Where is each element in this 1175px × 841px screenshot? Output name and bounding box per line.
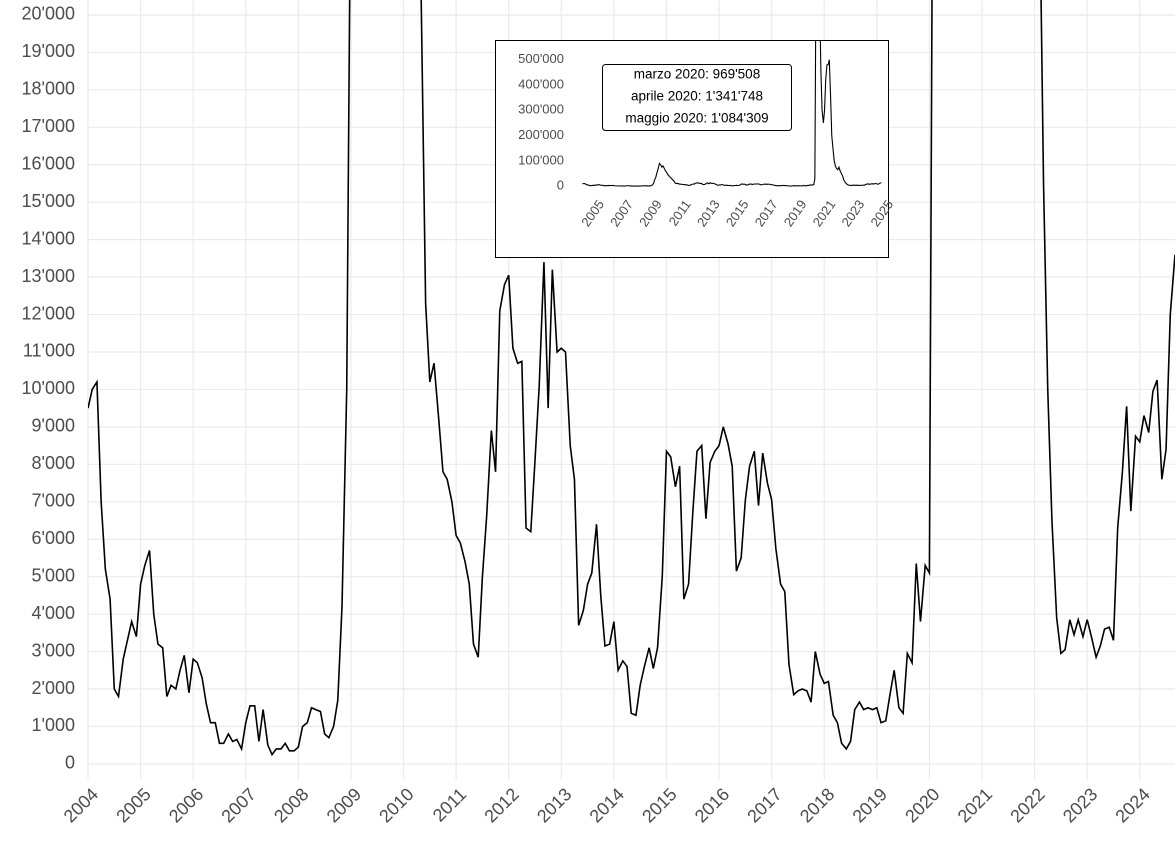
x-tick-label: 2007: [217, 784, 259, 826]
y-tick-label: 0: [557, 178, 564, 193]
x-tick-label: 2005: [112, 784, 154, 826]
x-tick-label: 2017: [743, 784, 785, 826]
x-tick-label: 2020: [901, 784, 943, 826]
annotation: aprile 2020: 1'341'748: [631, 89, 763, 104]
y-tick-label: 300'000: [518, 102, 564, 117]
y-tick-label: 12'000: [22, 303, 76, 323]
x-tick-label: 2023: [1059, 784, 1101, 826]
annotation: maggio 2020: 1'084'309: [625, 111, 768, 126]
y-tick-label: 13'000: [22, 266, 76, 286]
x-tick-label: 2013: [533, 784, 575, 826]
x-tick-label: 2012: [480, 784, 522, 826]
y-tick-label: 3'000: [32, 640, 75, 660]
y-tick-label: 16'000: [22, 154, 76, 174]
y-tick-label: 8'000: [32, 453, 75, 473]
y-tick-label: 19'000: [22, 41, 76, 61]
annotation-box: [602, 64, 792, 131]
y-tick-label: 9'000: [32, 416, 75, 436]
y-tick-label: 7'000: [32, 491, 75, 511]
x-tick-label: 2006: [165, 784, 207, 826]
y-tick-label: 20'000: [22, 4, 76, 24]
y-tick-label: 5'000: [32, 565, 75, 585]
x-tick-label: 2024: [1111, 784, 1153, 826]
y-tick-label: 1'000: [32, 715, 75, 735]
x-tick-label: 2008: [270, 784, 312, 826]
x-tick-label: 2018: [796, 784, 838, 826]
series-line: [88, 0, 1175, 757]
y-tick-label: 15'000: [22, 191, 76, 211]
x-tick-label: 2015: [638, 784, 680, 826]
annotation: marzo 2020: 969'508: [634, 67, 760, 82]
x-tick-label: 2011: [429, 784, 471, 826]
y-tick-label: 500'000: [518, 51, 564, 66]
x-tick-label: 2016: [691, 784, 733, 826]
x-tick-label: 2019: [849, 784, 891, 826]
y-tick-label: 17'000: [22, 116, 76, 136]
y-tick-label: 18'000: [22, 79, 76, 99]
x-tick-label: 2009: [323, 784, 365, 826]
y-tick-label: 10'000: [22, 378, 76, 398]
y-tick-label: 4'000: [32, 603, 75, 623]
x-tick-label: 2014: [586, 784, 628, 826]
x-tick-label: 2022: [1006, 784, 1048, 826]
y-tick-label: 400'000: [518, 76, 564, 91]
x-tick-label: 2021: [954, 784, 996, 826]
y-tick-label: 200'000: [518, 127, 564, 142]
y-tick-label: 100'000: [518, 152, 564, 167]
x-tick-label: 2010: [375, 784, 417, 826]
y-tick-label: 0: [65, 753, 75, 773]
y-tick-label: 2'000: [32, 678, 75, 698]
y-tick-label: 11'000: [23, 341, 75, 361]
y-tick-label: 6'000: [32, 528, 75, 548]
x-tick-label: 2004: [60, 784, 102, 826]
series-line: [582, 41, 882, 187]
y-tick-label: 14'000: [22, 228, 76, 248]
